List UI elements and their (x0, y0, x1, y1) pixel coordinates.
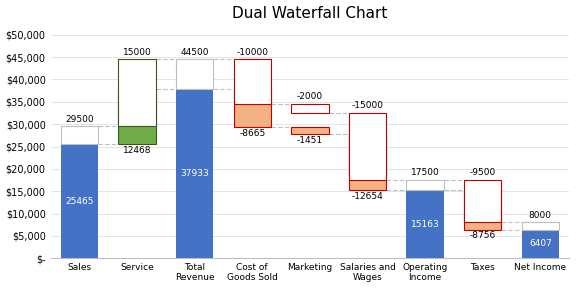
Text: 37933: 37933 (180, 169, 209, 178)
Bar (522, 222, 559, 230)
Text: 44500: 44500 (180, 48, 209, 57)
Text: -9500: -9500 (469, 168, 496, 177)
Title: Dual Waterfall Chart: Dual Waterfall Chart (232, 5, 388, 20)
Bar (464, 180, 502, 222)
Text: 29500: 29500 (65, 115, 94, 124)
Text: -2000: -2000 (297, 92, 323, 101)
Text: 12468: 12468 (123, 146, 151, 155)
Bar (176, 59, 213, 89)
Bar (233, 59, 271, 104)
Text: -10000: -10000 (236, 48, 268, 57)
Text: 25465: 25465 (65, 197, 94, 206)
Text: -15000: -15000 (351, 101, 384, 110)
Text: -1451: -1451 (297, 136, 323, 145)
Text: 15000: 15000 (123, 48, 151, 57)
Bar (407, 190, 444, 258)
Bar (60, 144, 98, 258)
Text: 15163: 15163 (411, 220, 439, 229)
Bar (176, 89, 213, 258)
Text: 17500: 17500 (411, 168, 439, 177)
Text: 8000: 8000 (529, 211, 552, 220)
Bar (464, 190, 502, 230)
Text: -8665: -8665 (239, 129, 266, 138)
Bar (348, 134, 386, 190)
Bar (522, 230, 559, 258)
Bar (407, 180, 444, 190)
Bar (118, 89, 156, 144)
Text: -12654: -12654 (351, 192, 384, 201)
Bar (60, 126, 98, 144)
Bar (291, 104, 328, 113)
Bar (348, 113, 386, 180)
Bar (291, 127, 328, 134)
Bar (233, 89, 271, 127)
Bar (118, 59, 156, 126)
Text: 6407: 6407 (529, 239, 552, 248)
Text: -8756: -8756 (469, 231, 496, 240)
